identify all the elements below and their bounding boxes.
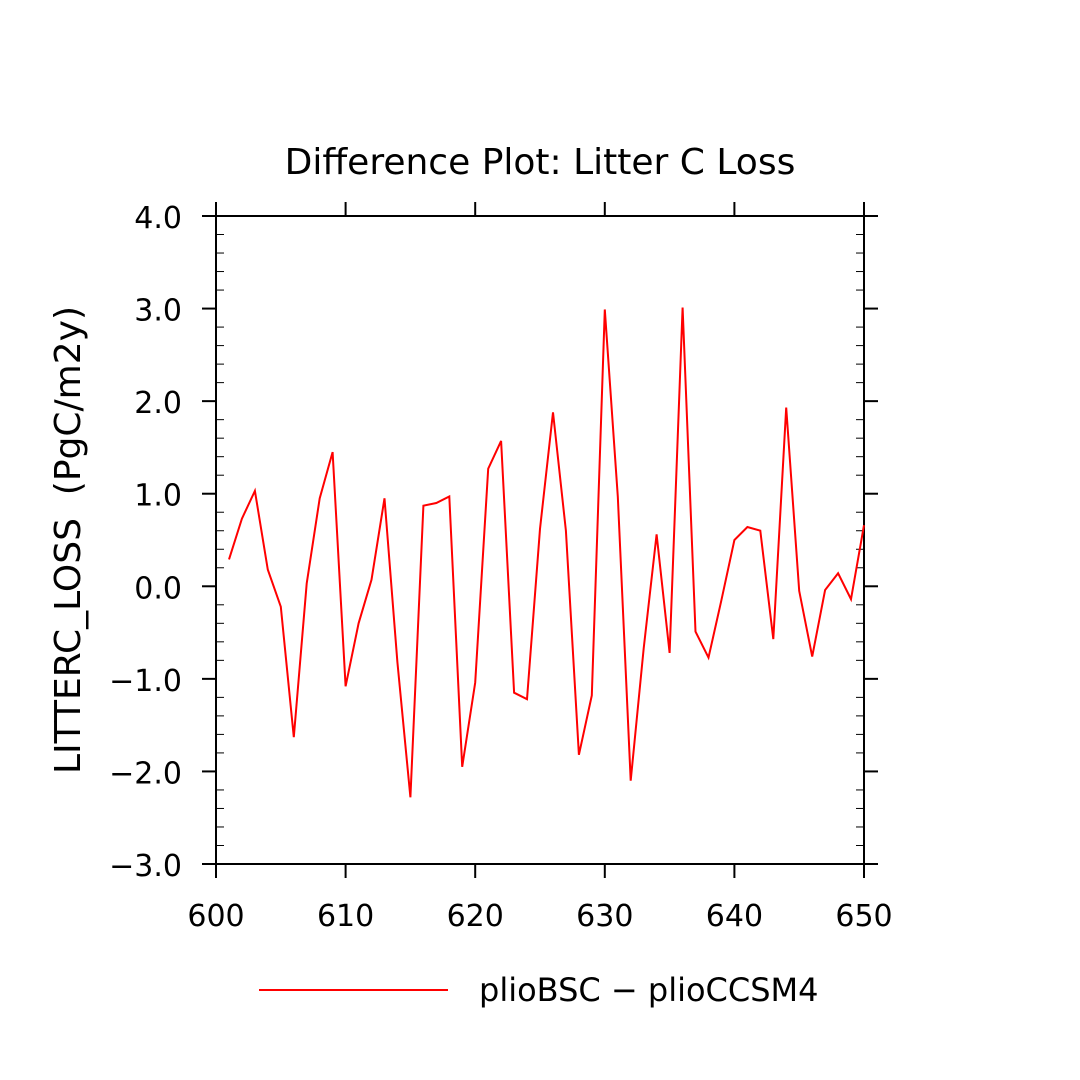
chart-title: Difference Plot: Litter C Loss — [285, 142, 796, 183]
x-tick-label: 630 — [576, 899, 633, 934]
y-tick-label: −1.0 — [109, 664, 182, 699]
y-tick-label: 1.0 — [134, 479, 182, 514]
x-tick-label: 610 — [317, 899, 374, 934]
y-tick-label: 2.0 — [134, 386, 182, 421]
plot-area: −3.0 −2.0 −1.0 0.0 1.0 2.0 3.0 4.0 600 610 620 630 6… — [109, 201, 892, 934]
y-tick-label: 4.0 — [134, 201, 182, 236]
x-tick-label: 600 — [187, 899, 244, 934]
x-tick-label: 650 — [835, 899, 892, 934]
y-tick-label: 0.0 — [134, 571, 182, 606]
x-tick-label: 620 — [447, 899, 504, 934]
y-tick-label: −2.0 — [109, 756, 182, 791]
y-tick-label: −3.0 — [109, 849, 182, 884]
plot-frame — [215, 215, 865, 865]
y-axis-label: LITTERC_LOSS (PgC/m2y) — [48, 306, 89, 774]
x-tick-label: 640 — [706, 899, 763, 934]
series-line — [228, 307, 865, 798]
legend: plioBSC − plioCCSM4 — [259, 971, 819, 1009]
legend-series-label: plioBSC − plioCCSM4 — [479, 971, 819, 1009]
y-tick-label: 3.0 — [134, 294, 182, 329]
